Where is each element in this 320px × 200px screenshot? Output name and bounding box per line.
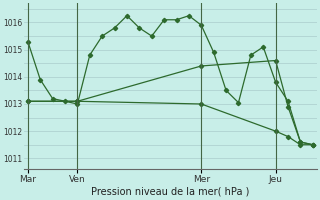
X-axis label: Pression niveau de la mer( hPa ): Pression niveau de la mer( hPa ) bbox=[91, 187, 250, 197]
